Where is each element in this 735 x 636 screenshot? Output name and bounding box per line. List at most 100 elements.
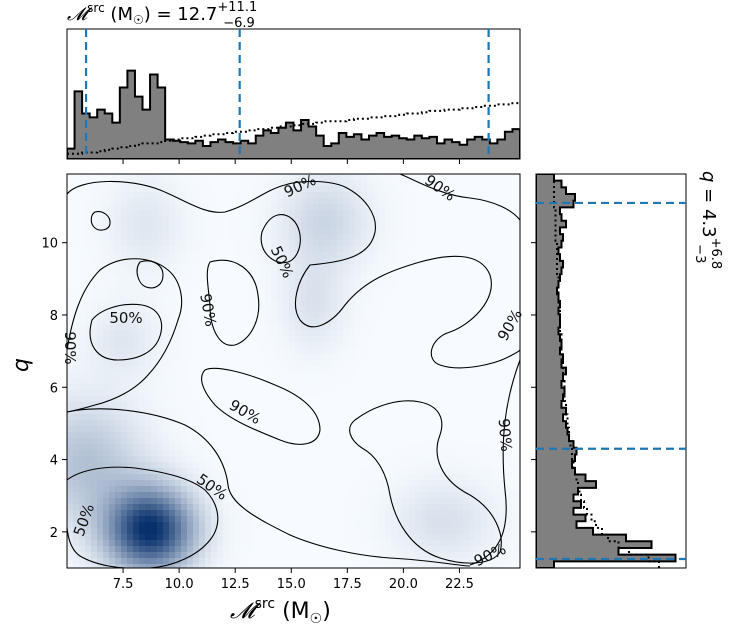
density-cell <box>283 204 290 211</box>
density-cell <box>211 456 218 463</box>
density-cell <box>217 282 224 289</box>
density-cell <box>211 444 218 451</box>
density-cell <box>427 294 434 301</box>
density-cell <box>181 498 188 505</box>
density-cell <box>355 240 362 247</box>
density-cell <box>79 378 86 385</box>
density-cell <box>91 288 98 295</box>
density-cell <box>121 540 128 547</box>
density-cell <box>373 480 380 487</box>
density-cell <box>355 276 362 283</box>
density-cell <box>289 384 296 391</box>
density-cell <box>301 252 308 259</box>
density-cell <box>289 540 296 547</box>
density-cell <box>511 516 518 523</box>
density-cell <box>253 192 260 199</box>
density-cell <box>373 564 380 568</box>
density-cell <box>73 192 80 199</box>
density-cell <box>337 444 344 451</box>
density-cell <box>355 354 362 361</box>
density-cell <box>199 342 206 349</box>
density-cell <box>229 294 236 301</box>
density-cell <box>97 348 104 355</box>
density-cell <box>343 420 350 427</box>
density-cell <box>307 378 314 385</box>
density-cell <box>463 282 470 289</box>
density-cell <box>433 492 440 499</box>
density-cell <box>289 468 296 475</box>
density-cell <box>199 216 206 223</box>
density-cell <box>181 276 188 283</box>
density-cell <box>301 240 308 247</box>
density-cell <box>175 294 182 301</box>
density-cell <box>325 522 332 529</box>
density-cell <box>91 204 98 211</box>
density-cell <box>253 354 260 361</box>
density-cell <box>223 174 230 181</box>
density-cell <box>175 354 182 361</box>
density-cell <box>97 240 104 247</box>
density-cell <box>97 558 104 565</box>
density-cell <box>337 564 344 568</box>
density-cell <box>271 528 278 535</box>
density-cell <box>355 438 362 445</box>
density-cell <box>379 522 386 529</box>
density-cell <box>289 432 296 439</box>
density-cell <box>487 276 494 283</box>
density-cell <box>367 174 374 181</box>
density-cell <box>469 408 476 415</box>
density-cell <box>163 414 170 421</box>
density-cell <box>343 426 350 433</box>
density-cell <box>421 450 428 457</box>
density-cell <box>415 318 422 325</box>
density-cell <box>127 402 134 409</box>
density-cell <box>295 324 302 331</box>
density-cell <box>91 216 98 223</box>
density-cell <box>187 210 194 217</box>
density-cell <box>85 546 92 553</box>
density-cell <box>415 504 422 511</box>
density-cell <box>469 462 476 469</box>
density-cell <box>199 390 206 397</box>
density-cell <box>193 240 200 247</box>
density-cell <box>481 552 488 559</box>
density-cell <box>451 222 458 229</box>
density-cell <box>367 396 374 403</box>
density-cell <box>397 432 404 439</box>
density-cell <box>67 234 74 241</box>
density-cell <box>337 504 344 511</box>
density-cell <box>103 198 110 205</box>
density-cell <box>499 360 506 367</box>
density-cell <box>511 312 518 319</box>
density-cell <box>415 216 422 223</box>
density-cell <box>151 444 158 451</box>
density-cell <box>235 306 242 313</box>
density-cell <box>373 336 380 343</box>
density-cell <box>343 288 350 295</box>
density-cell <box>481 528 488 535</box>
density-cell <box>235 174 242 181</box>
density-cell <box>421 522 428 529</box>
density-cell <box>445 228 452 235</box>
density-cell <box>181 372 188 379</box>
density-cell <box>271 564 278 568</box>
density-cell <box>103 432 110 439</box>
density-cell <box>361 360 368 367</box>
density-cell <box>193 450 200 457</box>
density-cell <box>103 492 110 499</box>
density-cell <box>367 282 374 289</box>
density-cell <box>361 486 368 493</box>
density-cell <box>367 564 374 568</box>
density-cell <box>91 282 98 289</box>
density-cell <box>313 216 320 223</box>
density-cell <box>265 546 272 553</box>
density-cell <box>277 198 284 205</box>
density-cell <box>475 378 482 385</box>
density-cell <box>301 198 308 205</box>
density-cell <box>169 336 176 343</box>
density-cell <box>145 366 152 373</box>
density-cell <box>121 516 128 523</box>
density-cell <box>505 264 512 271</box>
density-cell <box>151 414 158 421</box>
density-cell <box>235 534 242 541</box>
